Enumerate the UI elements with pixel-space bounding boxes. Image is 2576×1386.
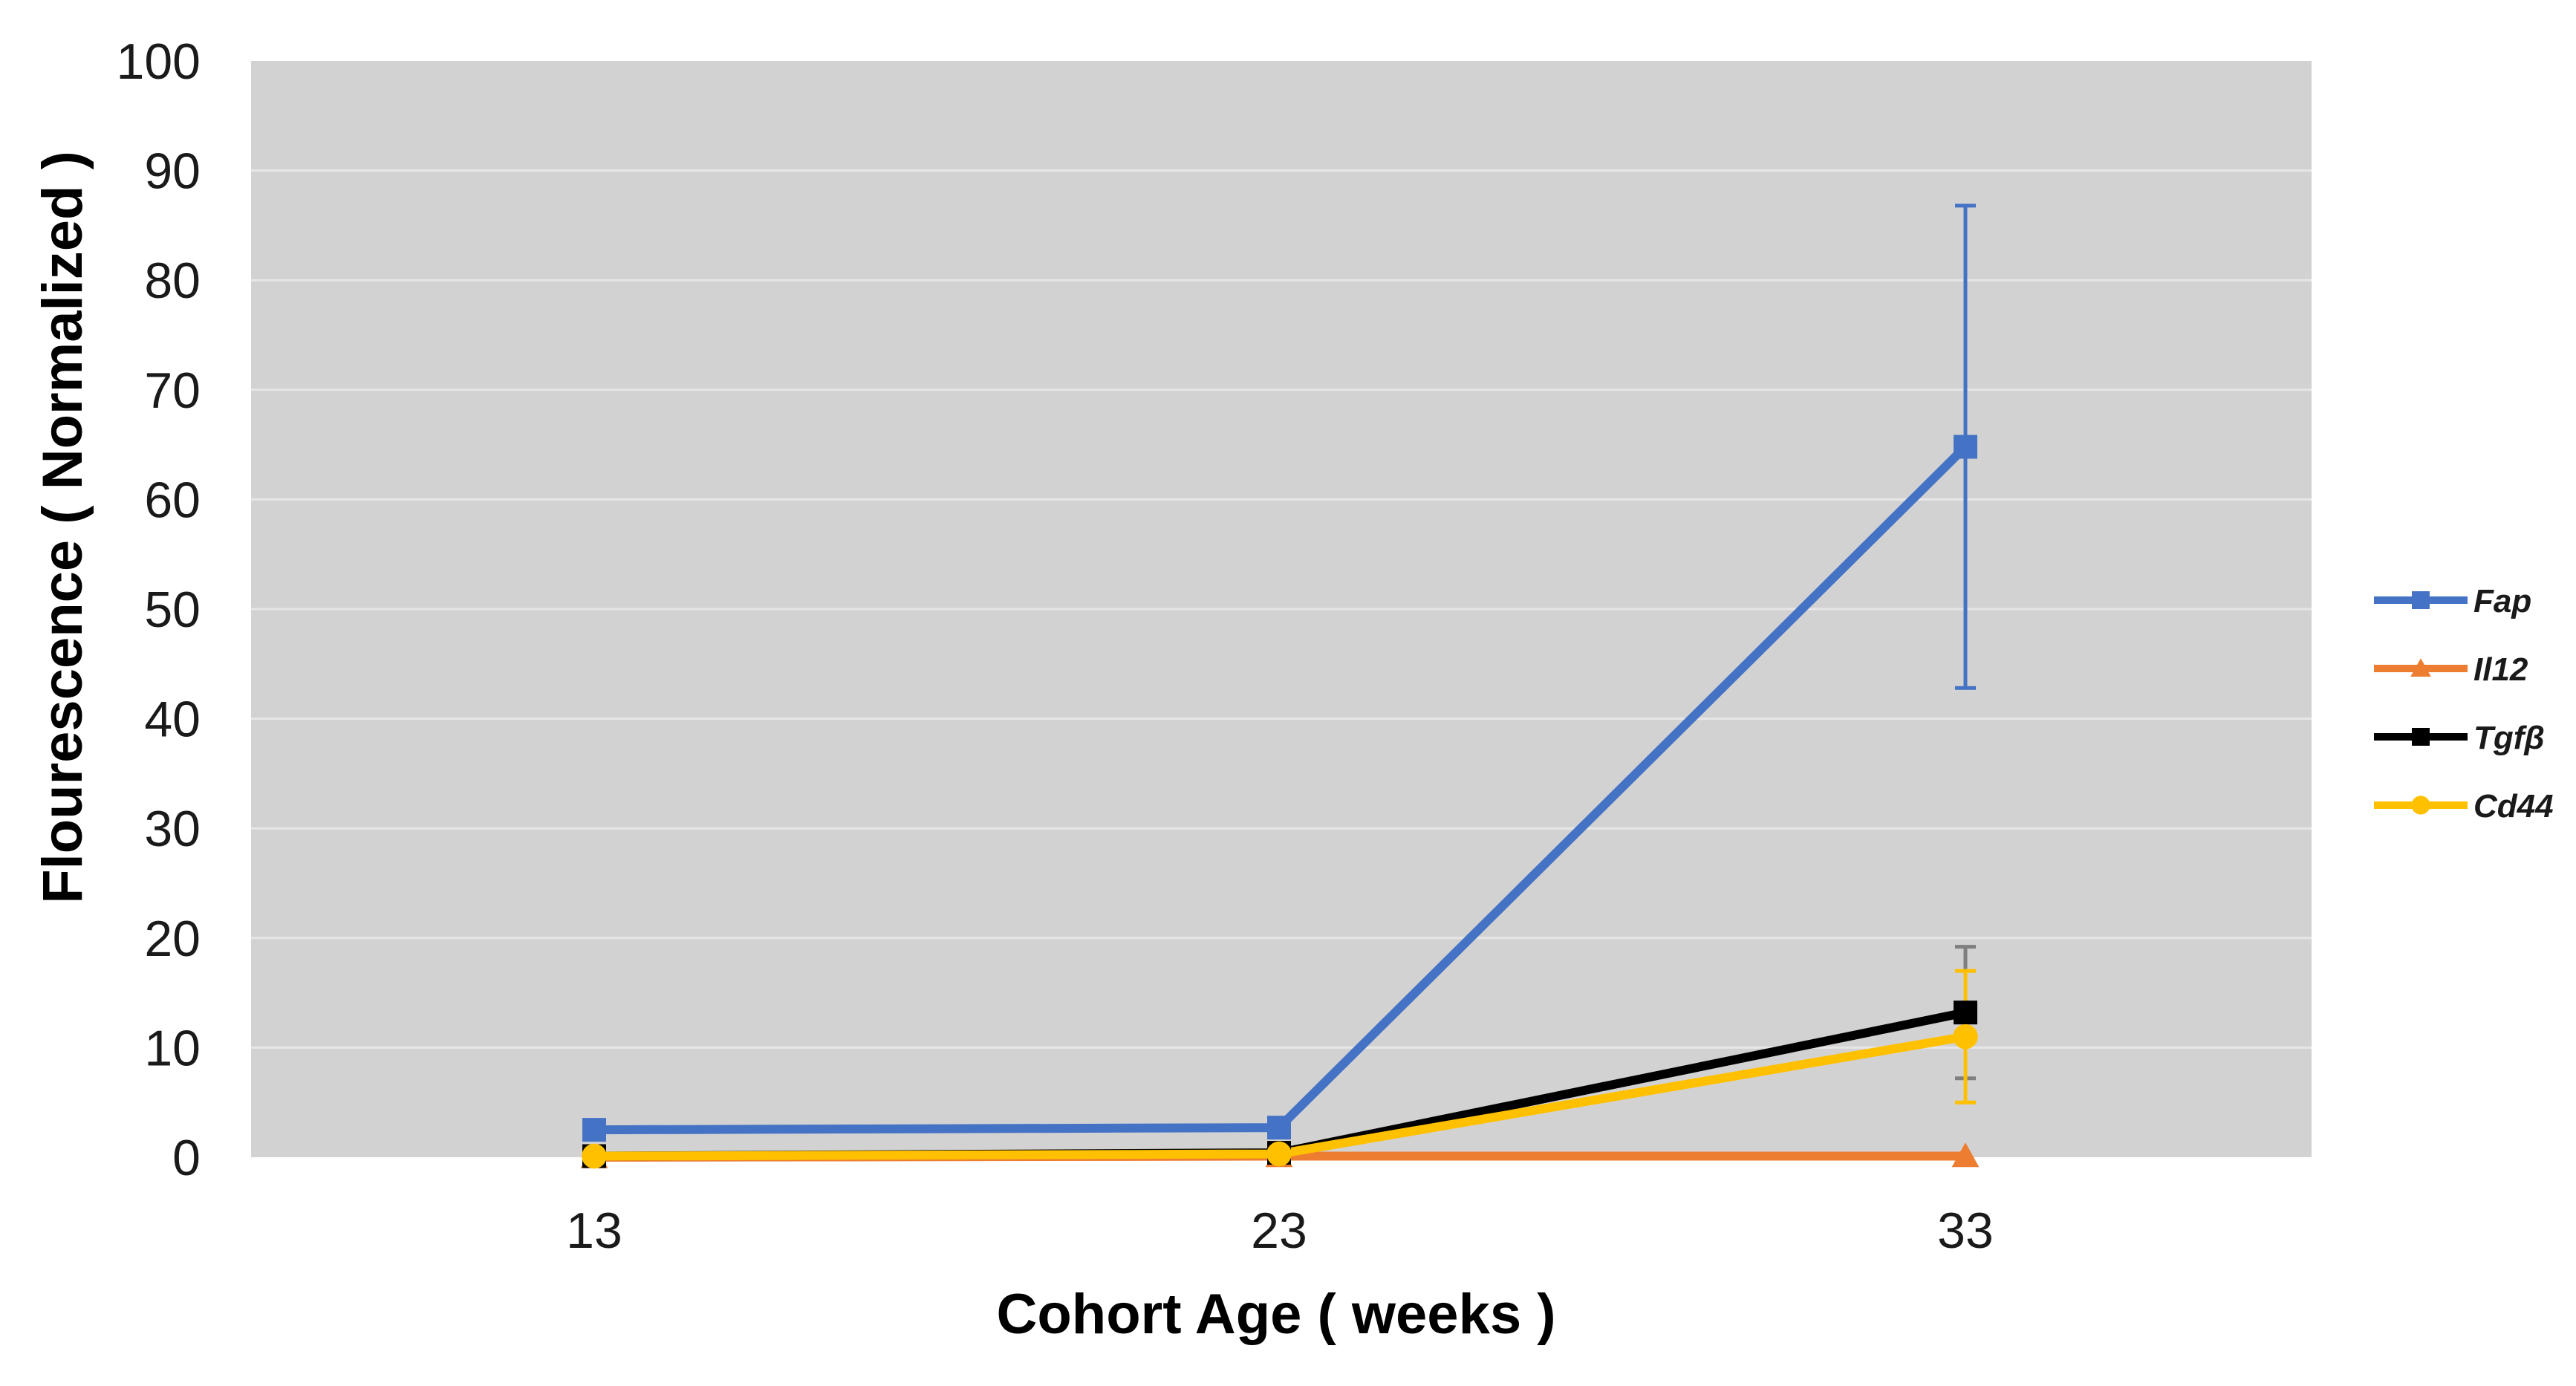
y-tick-label: 20 — [144, 911, 201, 967]
legend-marker — [2410, 658, 2431, 677]
y-tick-label: 30 — [144, 801, 201, 857]
y-tick-label: 100 — [117, 33, 201, 90]
x-axis-title: Cohort Age ( weeks ) — [996, 1283, 1555, 1346]
y-tick-label: 10 — [144, 1020, 201, 1076]
y-axis-ticks: 0 10 20 30 40 50 60 70 80 90 100 — [117, 33, 201, 1186]
legend: Fap Il12 Tgfβ Cd44 — [2374, 583, 2554, 824]
y-tick-label: 80 — [144, 253, 201, 309]
legend-label: Il12 — [2473, 651, 2528, 688]
series-markers — [580, 435, 1980, 1169]
data-point-fap — [1267, 1116, 1291, 1140]
data-point-cd44 — [1953, 1024, 1978, 1050]
y-tick-label: 40 — [144, 692, 201, 748]
legend-item-tgf: Tgfβ — [2374, 720, 2545, 756]
data-point-fap — [1954, 435, 1977, 459]
legend-marker — [2411, 796, 2430, 815]
legend-item-il12: Il12 — [2374, 651, 2528, 688]
legend-label: Tgfβ — [2473, 720, 2545, 756]
data-point-cd44 — [582, 1143, 607, 1169]
x-tick-label: 33 — [1937, 1203, 1994, 1259]
legend-label: Fap — [2473, 583, 2531, 619]
y-tick-label: 70 — [144, 362, 201, 419]
legend-label: Cd44 — [2473, 788, 2554, 824]
legend-marker — [2412, 728, 2430, 746]
data-point-cd44 — [1266, 1141, 1292, 1167]
data-point-tgf — [1954, 1001, 1977, 1025]
y-tick-label: 90 — [144, 143, 201, 200]
data-point-il12 — [1951, 1142, 1980, 1168]
y-tick-label: 60 — [144, 472, 201, 528]
y-tick-label: 0 — [172, 1130, 201, 1186]
y-axis-title: Flourescence ( Normalized ) — [31, 151, 94, 904]
x-axis-ticks: 13 23 33 — [566, 1203, 1994, 1259]
x-tick-label: 13 — [566, 1203, 622, 1259]
gridlines — [251, 169, 2312, 1049]
data-point-fap — [582, 1118, 606, 1142]
legend-item-fap: Fap — [2374, 583, 2531, 619]
legend-marker — [2412, 591, 2430, 609]
y-tick-label: 50 — [144, 582, 201, 638]
x-tick-label: 23 — [1251, 1203, 1307, 1259]
legend-item-cd44: Cd44 — [2374, 788, 2554, 824]
